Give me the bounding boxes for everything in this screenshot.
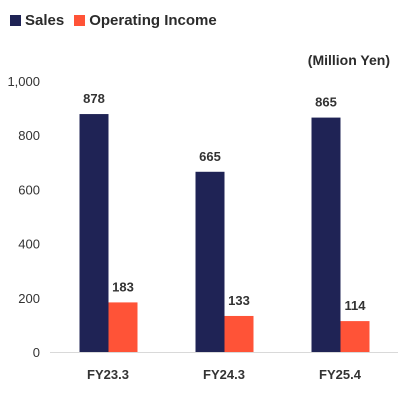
- data-label-operating-income: 133: [228, 293, 250, 308]
- data-label-sales: 878: [83, 91, 105, 106]
- data-label-sales: 665: [199, 149, 221, 164]
- bar-sales: [195, 171, 225, 352]
- unit-label: (Million Yen): [307, 52, 390, 68]
- y-tick-label: 1,000: [7, 74, 40, 89]
- y-tick-label: 0: [33, 345, 40, 360]
- chart-legend: Sales Operating Income: [10, 12, 227, 29]
- legend-swatch-sales: [10, 15, 21, 26]
- bar-sales: [79, 114, 109, 352]
- data-label-operating-income: 183: [112, 279, 134, 294]
- x-category-label: FY23.3: [87, 367, 129, 382]
- bar-operating-income: [224, 315, 254, 352]
- y-tick-label: 400: [18, 237, 40, 252]
- legend-item-sales: Sales: [10, 12, 64, 29]
- y-tick-label: 800: [18, 128, 40, 143]
- data-label-operating-income: 114: [345, 298, 367, 313]
- y-tick-label: 600: [18, 182, 40, 197]
- bar-sales: [311, 117, 341, 353]
- x-category-label: FY25.4: [319, 367, 362, 382]
- legend-label-sales: Sales: [25, 12, 65, 29]
- bar-operating-income: [108, 302, 138, 352]
- x-category-label: FY24.3: [203, 367, 245, 382]
- legend-label-operating-income: Operating Income: [89, 12, 217, 29]
- y-tick-label: 200: [18, 291, 40, 306]
- data-label-sales: 865: [315, 95, 337, 110]
- legend-swatch-operating-income: [74, 15, 86, 26]
- bar-operating-income: [340, 321, 370, 352]
- legend-item-operating-income: Operating Income: [74, 12, 217, 29]
